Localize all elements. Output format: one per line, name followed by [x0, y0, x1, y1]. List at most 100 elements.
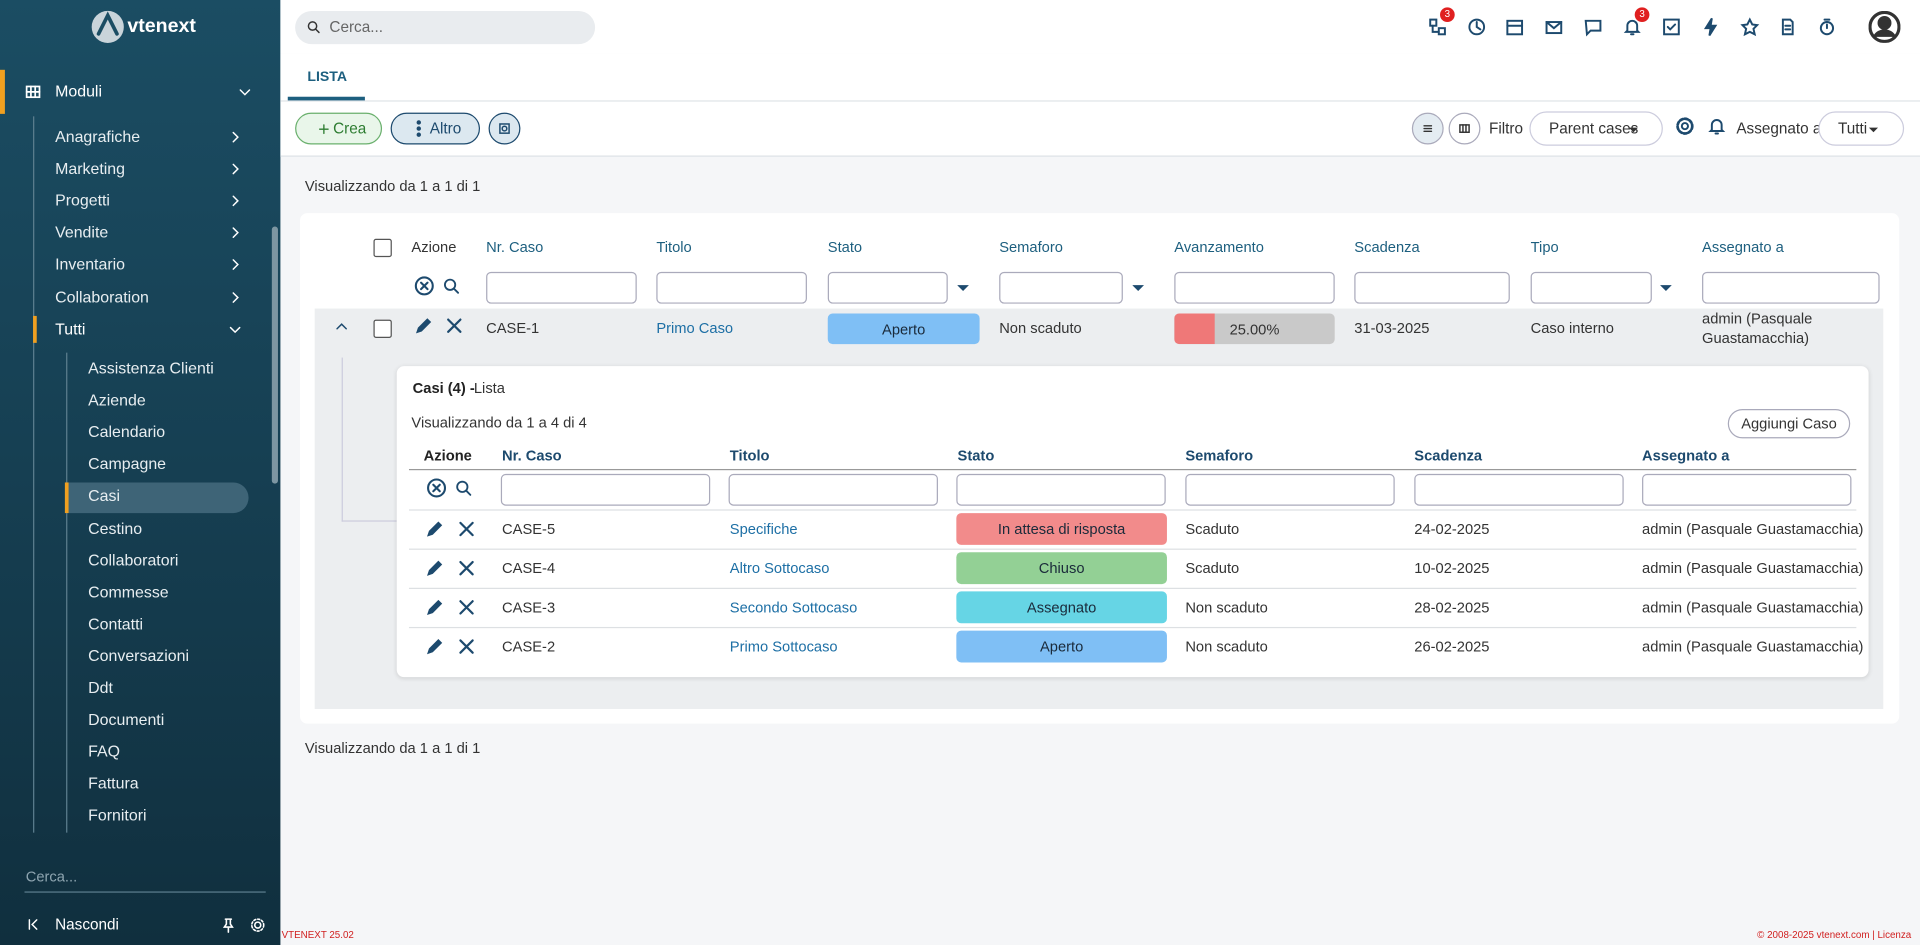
pin-icon[interactable]: [220, 917, 236, 933]
filter-input[interactable]: [1530, 271, 1652, 304]
filter-caret[interactable]: [956, 281, 969, 294]
column-header[interactable]: Titolo: [729, 446, 770, 465]
edit-icon[interactable]: [414, 316, 434, 336]
topbar-icon[interactable]: [1428, 17, 1448, 37]
sidebar-item[interactable]: Fornitori: [88, 806, 147, 825]
hide-button[interactable]: Nascondi: [55, 915, 119, 934]
hide-icon[interactable]: [26, 917, 41, 932]
delete-icon[interactable]: [444, 316, 464, 336]
filter-caret[interactable]: [1659, 281, 1672, 294]
sidebar-group[interactable]: Vendite: [55, 223, 109, 242]
sidebar-search[interactable]: Cerca...: [25, 868, 78, 886]
avatar[interactable]: [1868, 10, 1901, 44]
sidebar-group[interactable]: Collaboration: [55, 287, 149, 306]
column-header[interactable]: Tipo: [1530, 238, 1559, 256]
sidebar-item[interactable]: Contatti: [88, 614, 144, 633]
topbar-icon[interactable]: [1778, 17, 1798, 37]
delete-icon[interactable]: [457, 637, 477, 657]
column-header[interactable]: Stato: [827, 238, 863, 256]
clear-filter-icon[interactable]: [413, 275, 434, 296]
filter-input[interactable]: [500, 473, 711, 506]
column-header[interactable]: Titolo: [656, 238, 692, 256]
column-header[interactable]: Assegnato a: [1702, 238, 1784, 256]
edit-icon[interactable]: [425, 637, 445, 657]
select-all-checkbox[interactable]: [373, 238, 392, 258]
topbar-icon[interactable]: [1505, 17, 1525, 37]
column-header[interactable]: Nr. Caso: [486, 238, 544, 256]
filter-input[interactable]: [1185, 473, 1395, 506]
more-button[interactable]: [390, 112, 481, 145]
settings-icon[interactable]: [1675, 116, 1695, 136]
edit-icon[interactable]: [425, 519, 445, 539]
filter-input[interactable]: [827, 271, 948, 304]
topbar-icon[interactable]: [1544, 17, 1564, 37]
topbar-icon[interactable]: [1622, 17, 1642, 37]
assigned-dropdown[interactable]: [1818, 111, 1905, 146]
filter-input[interactable]: [1354, 271, 1510, 304]
search-box[interactable]: [295, 11, 596, 45]
create-button[interactable]: [295, 112, 383, 145]
sidebar-item[interactable]: FAQ: [88, 742, 121, 761]
edit-icon[interactable]: [425, 558, 445, 578]
search-filter-icon[interactable]: [441, 276, 459, 294]
topbar-icon[interactable]: [1662, 17, 1682, 37]
filter-input[interactable]: [1414, 473, 1624, 506]
case-title[interactable]: Altro Sottocaso: [729, 559, 830, 577]
filter-input[interactable]: [486, 271, 637, 304]
column-header[interactable]: Assegnato a: [1642, 446, 1730, 465]
case-title[interactable]: Primo Sottocaso: [729, 637, 838, 656]
delete-icon[interactable]: [457, 519, 477, 539]
sidebar-group[interactable]: Progetti: [55, 191, 110, 210]
bell-icon[interactable]: [1707, 116, 1727, 136]
sidebar-section[interactable]: Moduli: [55, 82, 102, 101]
sidebar-group[interactable]: Inventario: [55, 255, 126, 274]
sidebar-group[interactable]: Anagrafiche: [55, 127, 141, 146]
filter-dropdown[interactable]: [1529, 111, 1663, 146]
sidebar-item[interactable]: Collaboratori: [88, 550, 179, 569]
add-button[interactable]: [1727, 408, 1851, 439]
filter-input[interactable]: [1702, 271, 1880, 304]
topbar-icon[interactable]: [1817, 17, 1837, 37]
icon-button[interactable]: [488, 112, 521, 145]
filter-caret[interactable]: [1131, 281, 1144, 294]
sidebar-item[interactable]: Calendario: [88, 422, 166, 442]
filter-input[interactable]: [728, 473, 938, 506]
column-header[interactable]: Avanzamento: [1174, 238, 1264, 256]
search-filter-icon[interactable]: [454, 478, 472, 496]
sidebar-item[interactable]: Assistenza Clienti: [88, 358, 214, 378]
filter-input[interactable]: [656, 271, 807, 304]
filter-input[interactable]: [999, 271, 1123, 304]
delete-icon[interactable]: [457, 558, 477, 578]
sidebar-item[interactable]: Conversazioni: [88, 646, 190, 665]
sidebar-group[interactable]: Marketing: [55, 159, 125, 178]
sidebar-item[interactable]: Fattura: [88, 774, 139, 793]
filter-input[interactable]: [1174, 271, 1335, 304]
column-header[interactable]: Scadenza: [1354, 238, 1420, 256]
column-header[interactable]: Scadenza: [1414, 446, 1483, 465]
topbar-icon[interactable]: [1583, 17, 1603, 37]
filter-input[interactable]: [956, 473, 1166, 506]
clear-filter-icon[interactable]: [426, 477, 447, 498]
case-title[interactable]: Secondo Sottocaso: [729, 598, 858, 616]
column-header[interactable]: Stato: [957, 446, 995, 465]
delete-icon[interactable]: [457, 598, 477, 618]
edit-icon[interactable]: [425, 598, 445, 618]
columns-button[interactable]: [1448, 112, 1481, 145]
settings-icon[interactable]: [249, 917, 265, 933]
case-title[interactable]: Specifiche: [729, 520, 798, 538]
tab[interactable]: LISTA: [307, 69, 347, 85]
filter-input[interactable]: [1642, 473, 1852, 506]
column-header[interactable]: Nr. Caso: [502, 446, 562, 465]
sidebar-item[interactable]: Casi: [88, 486, 121, 505]
collapse-icon[interactable]: [334, 320, 349, 335]
topbar-icon[interactable]: [1740, 17, 1760, 37]
case-title[interactable]: Primo Caso: [656, 319, 734, 337]
sidebar-item[interactable]: Aziende: [88, 390, 146, 410]
sidebar-group[interactable]: Tutti: [55, 319, 86, 338]
sidebar-item[interactable]: Commesse: [88, 582, 169, 601]
sidebar-item[interactable]: Documenti: [88, 710, 165, 729]
row-checkbox[interactable]: [373, 319, 392, 338]
sidebar-item[interactable]: Ddt: [88, 678, 113, 697]
topbar-icon[interactable]: [1701, 17, 1721, 37]
sidebar-item[interactable]: Campagne: [88, 454, 167, 474]
